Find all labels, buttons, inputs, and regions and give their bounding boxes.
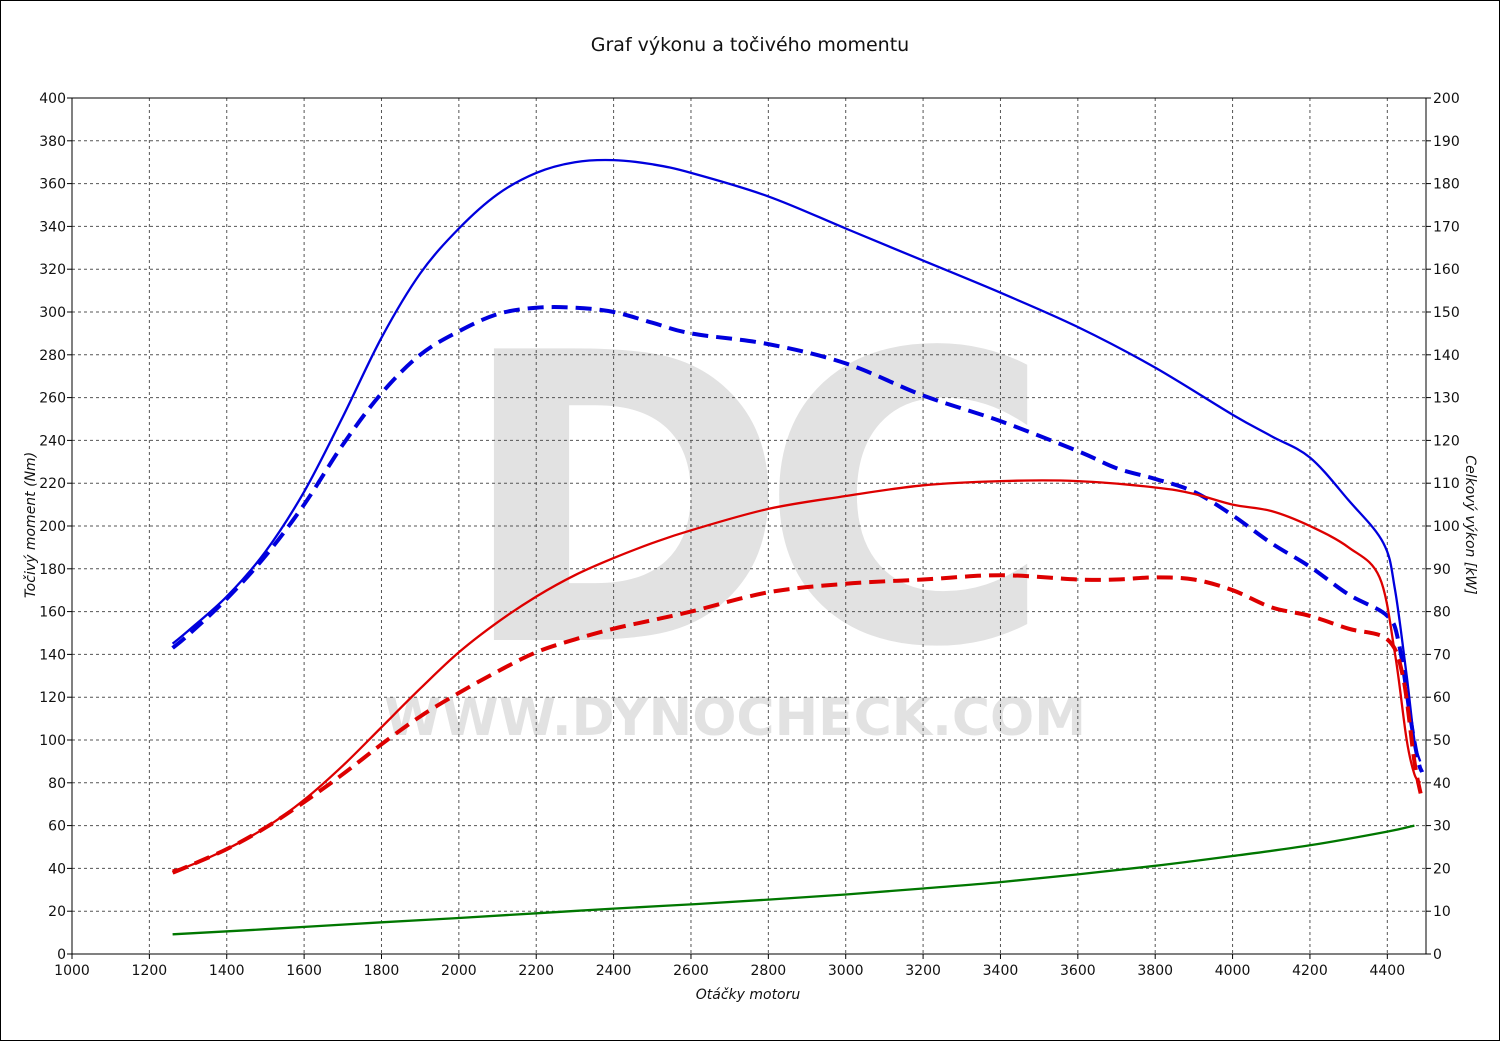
- x-tick-label: 2200: [518, 963, 554, 979]
- left-tick-label: 260: [39, 391, 66, 407]
- right-tick-label: 40: [1433, 776, 1451, 792]
- left-tick-label: 160: [39, 605, 66, 621]
- series-layer: [171, 158, 1425, 936]
- x-tick-label: 1400: [209, 963, 245, 979]
- left-tick-label: 360: [39, 177, 66, 193]
- x-tick-label: 1800: [364, 963, 400, 979]
- x-tick-label: 3800: [1137, 963, 1173, 979]
- torque-tuned-line: [171, 158, 1422, 762]
- right-tick-label: 30: [1433, 819, 1451, 835]
- x-tick-label: 4400: [1369, 963, 1405, 979]
- power-tuned-line: [172, 479, 1422, 872]
- right-tick-label: 10: [1433, 904, 1451, 920]
- right-tick-label: 140: [1433, 348, 1460, 364]
- x-tick-label: 2600: [673, 963, 709, 979]
- x-tick-label: 1200: [132, 963, 168, 979]
- left-tick-label: 80: [48, 776, 66, 792]
- right-tick-label: 20: [1433, 861, 1451, 877]
- watermark-logo: DC: [457, 270, 1028, 735]
- x-axis-label: Otáčky motoru: [696, 987, 801, 1003]
- left-tick-label: 300: [39, 305, 66, 321]
- right-tick-label: 80: [1433, 605, 1451, 621]
- x-axis-ticks: 1000 1200 1400 1600 1800 2000 2200 2400 2600 2800…: [54, 954, 1405, 979]
- left-tick-label: 200: [39, 519, 66, 535]
- left-tick-label: 220: [39, 476, 66, 492]
- left-tick-label: 340: [39, 219, 66, 235]
- right-tick-label: 70: [1433, 647, 1451, 663]
- right-tick-label: 200: [1433, 91, 1460, 107]
- left-tick-label: 240: [39, 433, 66, 449]
- right-tick-label: 110: [1433, 476, 1460, 492]
- x-tick-label: 3000: [828, 963, 864, 979]
- right-tick-label: 160: [1433, 262, 1460, 278]
- x-tick-label: 2400: [596, 963, 632, 979]
- loss-power-line: [172, 824, 1415, 936]
- right-tick-label: 0: [1433, 947, 1442, 963]
- x-tick-label: 2000: [441, 963, 477, 979]
- left-tick-label: 180: [39, 562, 66, 578]
- torque-stock-line: [171, 305, 1424, 773]
- right-tick-label: 90: [1433, 562, 1451, 578]
- left-tick-label: 0: [57, 947, 66, 963]
- x-tick-label: 1000: [54, 963, 90, 979]
- left-tick-label: 20: [48, 904, 66, 920]
- right-tick-label: 120: [1433, 433, 1460, 449]
- watermark-text: WWW.DYNOCHECK.COM: [384, 688, 1086, 748]
- x-tick-label: 4000: [1215, 963, 1251, 979]
- right-tick-label: 180: [1433, 177, 1460, 193]
- x-tick-label: 3200: [905, 963, 941, 979]
- left-tick-label: 40: [48, 861, 66, 877]
- right-tick-label: 170: [1433, 219, 1460, 235]
- right-tick-label: 100: [1433, 519, 1460, 535]
- left-tick-label: 60: [48, 819, 66, 835]
- grid: [72, 98, 1426, 954]
- right-tick-label: 150: [1433, 305, 1460, 321]
- left-tick-label: 380: [39, 134, 66, 150]
- left-tick-label: 140: [39, 647, 66, 663]
- chart-title: Graf výkonu a točivého momentu: [590, 34, 910, 56]
- left-axis-ticks: 0 20 40 60 80 100 120 140 160 180 200 220 240 260 280 3…: [39, 91, 72, 963]
- left-axis-label: Točivý moment (Nm): [23, 452, 39, 598]
- x-tick-label: 1600: [286, 963, 322, 979]
- right-axis-ticks: 0 10 20 30 40 50 60 70 80 90 100 110 120 130 140 150 160…: [1426, 91, 1460, 963]
- right-axis-label: Celkový výkon [kW]: [1462, 455, 1478, 594]
- power-stock-line: [171, 573, 1425, 875]
- left-tick-label: 280: [39, 348, 66, 364]
- left-tick-label: 120: [39, 690, 66, 706]
- right-tick-label: 130: [1433, 391, 1460, 407]
- left-tick-label: 100: [39, 733, 66, 749]
- x-tick-label: 2800: [751, 963, 787, 979]
- left-tick-label: 320: [39, 262, 66, 278]
- right-tick-label: 50: [1433, 733, 1451, 749]
- x-tick-label: 3600: [1060, 963, 1096, 979]
- x-tick-label: 3400: [983, 963, 1019, 979]
- left-tick-label: 400: [39, 91, 66, 107]
- right-tick-label: 60: [1433, 690, 1451, 706]
- right-tick-label: 190: [1433, 134, 1460, 150]
- x-tick-label: 4200: [1292, 963, 1328, 979]
